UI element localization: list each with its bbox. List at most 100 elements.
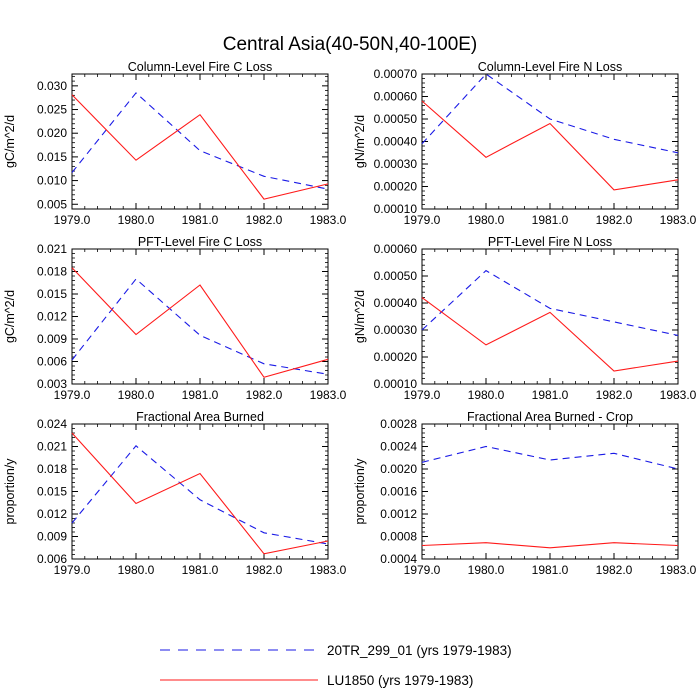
panel-2: Column-Level Fire N Loss gN/m^2/d 1979.0 19… — [353, 60, 697, 227]
panel-title: Fractional Area Burned - Crop — [467, 410, 633, 424]
plot-frame — [421, 248, 679, 385]
x-tick-label: 1983.0 — [310, 388, 347, 402]
panel-title: Column-Level Fire N Loss — [478, 60, 623, 74]
series-line-lu1850 — [71, 432, 329, 555]
y-tick-label: 0.006 — [37, 355, 67, 369]
panel-1: Column-Level Fire C Loss gC/m^2/d 1979.0 19… — [3, 60, 347, 227]
x-tick-label: 1982.0 — [596, 388, 633, 402]
y-tick-label: 0.015 — [37, 150, 67, 164]
y-axis-label: gC/m^2/d — [3, 115, 17, 168]
y-tick-label: 0.009 — [37, 530, 67, 544]
y-tick-label: 0.0028 — [380, 417, 417, 431]
y-tick-label: 0.0024 — [380, 440, 417, 454]
y-tick-label: 0.00040 — [374, 135, 418, 149]
x-tick-label: 1979.0 — [404, 213, 441, 227]
plot-frame — [421, 423, 679, 560]
x-tick-label: 1981.0 — [182, 213, 219, 227]
x-tick-label: 1980.0 — [118, 213, 155, 227]
y-tick-label: 0.00030 — [374, 157, 418, 171]
y-axis-label: proportion/y — [353, 458, 367, 525]
x-tick-label: 1980.0 — [118, 388, 155, 402]
x-tick-label: 1981.0 — [532, 213, 569, 227]
x-tick-label: 1981.0 — [182, 563, 219, 577]
y-tick-label: 0.010 — [37, 174, 67, 188]
plot-frame — [71, 73, 329, 210]
x-tick-label: 1980.0 — [118, 563, 155, 577]
y-tick-label: 0.025 — [37, 103, 67, 117]
y-tick-label: 0.009 — [37, 332, 67, 346]
y-tick-label: 0.00050 — [374, 269, 418, 283]
y-tick-label: 0.00010 — [374, 377, 418, 391]
y-tick-label: 0.0008 — [380, 530, 417, 544]
x-tick-label: 1979.0 — [54, 388, 91, 402]
panel-title: PFT-Level Fire N Loss — [488, 235, 612, 249]
y-axis-label: proportion/y — [3, 458, 17, 525]
figure-title: Central Asia(40-50N,40-100E) — [223, 34, 478, 55]
x-tick-label: 1979.0 — [54, 563, 91, 577]
x-tick-label: 1982.0 — [246, 388, 283, 402]
y-tick-label: 0.021 — [37, 242, 67, 256]
series-line-20tr — [71, 445, 329, 545]
panels: Column-Level Fire C Loss gC/m^2/d 1979.0 19… — [3, 60, 697, 577]
plot-frame — [71, 423, 329, 560]
y-tick-label: 0.00010 — [374, 202, 418, 216]
y-tick-label: 0.0016 — [380, 485, 417, 499]
series-line-20tr — [71, 92, 329, 190]
y-tick-label: 0.00020 — [374, 180, 418, 194]
y-tick-label: 0.00070 — [374, 67, 418, 81]
y-tick-label: 0.00060 — [374, 90, 418, 104]
y-tick-label: 0.030 — [37, 79, 67, 93]
series-line-lu1850 — [71, 267, 329, 378]
y-tick-label: 0.0004 — [380, 552, 417, 566]
series-line-20tr — [71, 278, 329, 375]
x-tick-label: 1979.0 — [404, 563, 441, 577]
series-line-20tr — [421, 445, 679, 470]
series-line-lu1850 — [421, 297, 679, 372]
panel-4: PFT-Level Fire N Loss gN/m^2/d 1979.0 1980.… — [353, 235, 697, 402]
y-tick-label: 0.003 — [37, 377, 67, 391]
series-line-lu1850 — [421, 100, 679, 191]
y-tick-label: 0.0020 — [380, 462, 417, 476]
series-line-20tr — [421, 73, 679, 154]
plot-frame — [421, 73, 679, 210]
y-tick-label: 0.012 — [37, 507, 67, 521]
panel-title: Column-Level Fire C Loss — [128, 60, 273, 74]
y-tick-label: 0.024 — [37, 417, 67, 431]
y-tick-label: 0.00040 — [374, 296, 418, 310]
x-tick-label: 1983.0 — [660, 563, 697, 577]
legend-label-20tr: 20TR_299_01 (yrs 1979-1983) — [327, 643, 512, 658]
y-tick-label: 0.005 — [37, 197, 67, 211]
y-tick-label: 0.018 — [37, 462, 67, 476]
panel-6: Fractional Area Burned - Crop proportion/… — [353, 410, 697, 577]
y-axis-label: gC/m^2/d — [3, 290, 17, 343]
y-tick-label: 0.018 — [37, 265, 67, 279]
y-tick-label: 0.0012 — [380, 507, 417, 521]
x-tick-label: 1982.0 — [596, 563, 633, 577]
panel-3: PFT-Level Fire C Loss gC/m^2/d 1979.0 1980.… — [3, 235, 347, 402]
x-tick-label: 1983.0 — [660, 213, 697, 227]
panel-5: Fractional Area Burned proportion/y 1979.0… — [3, 410, 347, 577]
panel-title: PFT-Level Fire C Loss — [138, 235, 262, 249]
legend-label-lu1850: LU1850 (yrs 1979-1983) — [327, 673, 473, 688]
x-tick-label: 1983.0 — [310, 563, 347, 577]
series-line-lu1850 — [421, 542, 679, 549]
x-tick-label: 1982.0 — [246, 563, 283, 577]
y-tick-label: 0.015 — [37, 485, 67, 499]
y-tick-label: 0.00030 — [374, 323, 418, 337]
x-tick-label: 1983.0 — [310, 213, 347, 227]
x-tick-label: 1981.0 — [532, 563, 569, 577]
x-tick-label: 1983.0 — [660, 388, 697, 402]
x-tick-label: 1982.0 — [596, 213, 633, 227]
y-tick-label: 0.012 — [37, 310, 67, 324]
x-tick-label: 1981.0 — [182, 388, 219, 402]
y-tick-label: 0.00020 — [374, 350, 418, 364]
y-tick-label: 0.006 — [37, 552, 67, 566]
series-line-20tr — [421, 269, 679, 336]
x-tick-label: 1982.0 — [246, 213, 283, 227]
y-axis-label: gN/m^2/d — [353, 290, 367, 343]
x-tick-label: 1980.0 — [468, 388, 505, 402]
x-tick-label: 1981.0 — [532, 388, 569, 402]
y-tick-label: 0.020 — [37, 126, 67, 140]
series-line-lu1850 — [71, 94, 329, 200]
